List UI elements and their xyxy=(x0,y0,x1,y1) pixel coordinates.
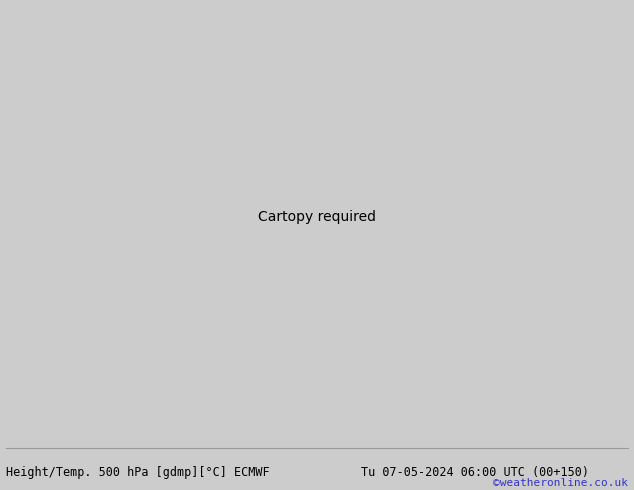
Text: Tu 07-05-2024 06:00 UTC (00+150): Tu 07-05-2024 06:00 UTC (00+150) xyxy=(361,466,590,479)
Text: Height/Temp. 500 hPa [gdmp][°C] ECMWF: Height/Temp. 500 hPa [gdmp][°C] ECMWF xyxy=(6,466,270,479)
Text: ©weatheronline.co.uk: ©weatheronline.co.uk xyxy=(493,478,628,488)
Text: Cartopy required: Cartopy required xyxy=(258,210,376,223)
